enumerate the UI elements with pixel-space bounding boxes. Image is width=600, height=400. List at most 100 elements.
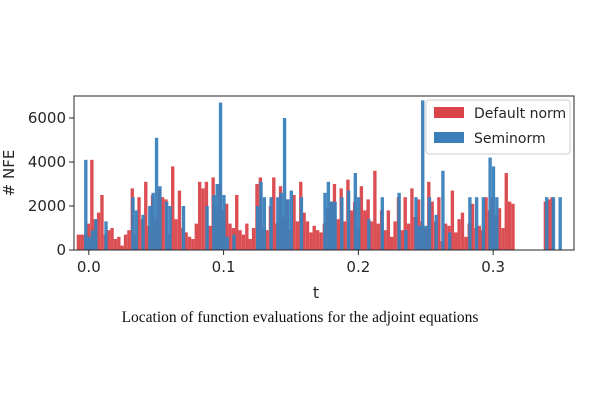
- y-axis-label: # NFE: [0, 150, 18, 197]
- default-norm-bar: [342, 221, 347, 250]
- seminorm-bar: [491, 166, 496, 250]
- default-norm-bar: [406, 223, 411, 250]
- seminorm-bar: [481, 197, 486, 250]
- default-norm-bar: [511, 203, 515, 250]
- default-norm-bar: [224, 203, 229, 250]
- default-norm-bar: [127, 230, 131, 250]
- x-tick-label: 0.1: [212, 258, 236, 276]
- default-norm-bar: [349, 210, 353, 250]
- seminorm-bar: [346, 190, 351, 250]
- default-norm-bar: [309, 232, 313, 250]
- default-norm-bar: [241, 234, 246, 250]
- default-norm-bar: [383, 230, 387, 250]
- default-norm-bar: [194, 223, 198, 250]
- default-norm-bar: [110, 228, 114, 250]
- default-norm-bar: [174, 219, 178, 250]
- seminorm-bar: [87, 236, 91, 250]
- seminorm-bar: [131, 197, 135, 250]
- seminorm-bar: [158, 186, 162, 250]
- default-norm-bar: [292, 195, 296, 250]
- seminorm-bar: [134, 210, 139, 250]
- seminorm-bar: [447, 232, 452, 250]
- seminorm-bar: [205, 206, 209, 250]
- default-norm-bar: [497, 208, 502, 250]
- y-tick-label: 2000: [28, 197, 66, 215]
- default-norm-bar: [363, 210, 367, 250]
- default-norm-bar: [547, 199, 551, 250]
- seminorm-bar: [154, 137, 159, 250]
- y-tick-label: 4000: [28, 153, 66, 171]
- seminorm-bar: [427, 197, 432, 250]
- y-tick-label: 0: [56, 241, 66, 259]
- default-norm-bar: [410, 188, 414, 250]
- default-norm-bar: [117, 236, 121, 250]
- default-norm-bar: [160, 197, 165, 250]
- seminorm-bar: [164, 201, 169, 250]
- default-norm-bar: [373, 170, 377, 250]
- seminorm-bar: [299, 197, 304, 250]
- x-axis-ticks: 0.0 0.1 0.2 0.3: [77, 250, 505, 276]
- seminorm-bar: [414, 197, 418, 250]
- seminorm-bar: [488, 157, 492, 250]
- seminorm-bar: [551, 197, 556, 250]
- seminorm-bar: [545, 197, 549, 250]
- seminorm-bar: [168, 206, 172, 250]
- default-norm-bar: [390, 236, 394, 250]
- y-tick-label: 6000: [28, 109, 66, 127]
- seminorm-bar: [380, 197, 384, 250]
- default-norm-bar: [144, 181, 148, 250]
- default-norm-bar: [197, 181, 202, 250]
- default-norm-bar: [80, 234, 84, 250]
- seminorm-bar: [323, 192, 327, 250]
- default-norm-bar: [245, 223, 249, 250]
- default-norm-bar: [272, 177, 276, 250]
- default-norm-bar: [123, 234, 128, 250]
- legend-swatch-default-norm: [434, 107, 464, 118]
- seminorm-bar: [286, 199, 290, 250]
- default-norm-bar: [120, 245, 124, 250]
- default-norm-bar: [238, 230, 242, 250]
- seminorm-bar: [468, 197, 472, 250]
- seminorm-bar: [434, 214, 438, 250]
- seminorm-bar: [94, 219, 98, 250]
- default-norm-bar: [235, 195, 239, 250]
- default-norm-bar: [504, 173, 508, 250]
- default-norm-bar: [319, 232, 323, 250]
- default-norm-bar: [454, 232, 458, 250]
- seminorm-bar: [255, 206, 260, 250]
- default-norm-bar: [107, 230, 111, 250]
- default-norm-bar: [295, 221, 300, 250]
- x-tick-label: 0.0: [77, 258, 101, 276]
- x-axis-label: t: [313, 283, 319, 302]
- default-norm-bar: [336, 219, 340, 250]
- default-norm-bar: [96, 212, 101, 250]
- default-norm-bar: [416, 199, 421, 250]
- seminorm-bar: [84, 159, 88, 250]
- default-norm-bar: [376, 223, 380, 250]
- seminorm-bar: [495, 197, 499, 250]
- default-norm-bar: [177, 190, 182, 250]
- seminorm-bar: [289, 190, 293, 250]
- seminorm-bar: [421, 100, 425, 251]
- default-norm-bar: [187, 236, 192, 250]
- y-axis-ticks: 0 2000 4000 6000: [28, 109, 74, 259]
- default-norm-bar: [477, 225, 482, 250]
- default-norm-bar: [228, 223, 232, 250]
- legend-label-default-norm: Default norm: [474, 106, 566, 122]
- default-norm-bar: [305, 221, 310, 250]
- seminorm-bar: [340, 197, 344, 250]
- seminorm-bar: [330, 201, 334, 250]
- default-norm-bar: [437, 197, 441, 250]
- seminorm-bar: [148, 206, 152, 250]
- seminorm-bar: [259, 181, 263, 250]
- default-norm-bar: [251, 228, 256, 250]
- default-norm-bar: [184, 232, 188, 250]
- legend: Default norm Seminorm: [425, 99, 571, 155]
- default-norm-bar: [265, 230, 269, 250]
- default-norm-bar: [248, 239, 252, 250]
- default-norm-bar: [501, 228, 505, 250]
- seminorm-bar: [215, 184, 219, 250]
- default-norm-bar: [76, 234, 81, 250]
- default-norm-bar: [90, 159, 94, 250]
- default-norm-bar: [484, 197, 488, 250]
